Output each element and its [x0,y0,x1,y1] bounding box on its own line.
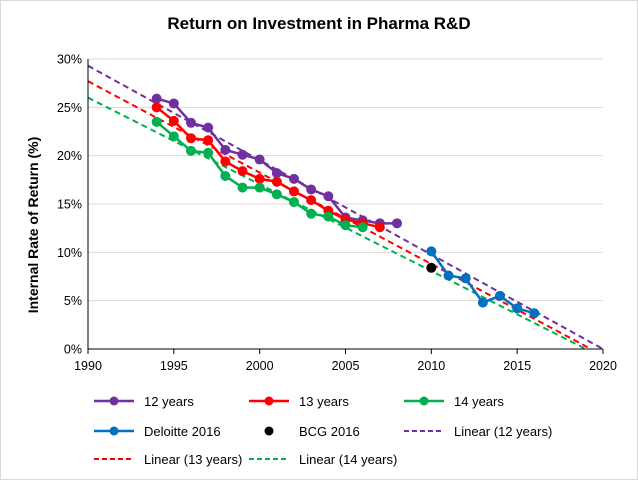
linear-14-years-line [87,96,587,350]
14-years-point [254,182,265,193]
14-years-point [289,197,299,208]
linear-12-years-line [87,64,604,350]
legend-swatch [94,396,134,406]
12-years-point [220,144,231,155]
y-tick-label: 25% [57,101,82,115]
chart-title: Return on Investment in Pharma R&D [167,14,471,33]
14-years-point [203,147,214,158]
y-tick-label: 15% [57,198,82,212]
12-years-line [156,97,397,225]
12-years-point [289,173,299,184]
14-years-point [357,222,368,233]
12-years-point [203,122,214,133]
x-tick-label: 2020 [589,359,617,373]
14-years-point [271,189,282,200]
legend-label: 12 years [144,393,194,409]
legend-item-deloitte-2016: Deloitte 2016 [92,422,221,440]
14-years-point [340,220,351,231]
13-years-point [289,186,299,197]
13-years-point [168,115,179,126]
13-years-point [186,133,196,144]
legend-swatch [249,458,289,460]
y-tick-label: 0% [64,343,82,357]
legend-swatch-marker [264,426,274,436]
legend-swatch [404,430,444,432]
12-years-point [186,117,196,128]
deloitte-2016-point [426,246,437,257]
y-tick-label: 5% [64,294,82,308]
14-years-point [151,116,162,127]
legend-item-12-years: 12 years [92,392,194,410]
14-years-point [306,208,317,219]
deloitte-2016-point [460,273,471,284]
deloitte-2016-point [512,303,523,314]
12-years-point [237,149,248,160]
13-years-point [203,135,214,146]
y-tick-label: 10% [57,246,82,260]
deloitte-2016-point [477,297,488,308]
14-years-point [168,131,179,142]
legend-swatch [264,426,274,436]
legend-item-linear-12-years: Linear (12 years) [402,422,552,440]
legend-label: BCG 2016 [299,423,360,439]
legend-item-14-years: 14 years [402,392,504,410]
legend-item-13-years: 13 years [247,392,349,410]
12-years-point [168,98,179,109]
deloitte-2016-point [495,290,505,301]
deloitte-2016-point [443,270,454,281]
13-years-point [151,102,162,113]
y-tick-label: 20% [57,149,82,163]
legend-label: Deloitte 2016 [144,423,221,439]
13-years-point [220,156,231,167]
legend-item-bcg-2016: BCG 2016 [247,422,360,440]
legend-label: Linear (13 years) [144,451,243,467]
tick-labels: 0% 5% 10% 15% 20% 25% 30% 1990 1995 2000 2005 2010 2… [57,53,617,374]
x-tick-label: 2010 [417,359,445,373]
12-years-point [151,93,162,104]
legend: 12 years 13 years 14 years Deloitte 2016 BCG… [92,392,612,472]
data-series [151,93,540,319]
12-years-point [306,184,317,195]
y-tick-label: 30% [57,53,82,67]
legend-item-linear-13-years: Linear (13 years) [92,450,242,468]
legend-label: 14 years [454,393,504,409]
bcg-2016-point [426,262,437,273]
12-years-point [254,154,265,165]
x-tick-label: 1990 [74,359,102,373]
x-tick-label: 2015 [503,359,531,373]
legend-swatch-marker [109,426,119,436]
12-years-point [323,191,334,202]
legend-label: Linear (12 years) [454,423,553,439]
14-years-point [186,145,196,156]
14-years-point [220,170,231,181]
14-years-point [323,211,334,222]
12-years-point [271,168,282,179]
13-years-point [374,222,385,233]
axes [87,59,604,354]
legend-swatch-marker [264,396,274,406]
13-years-point [271,176,282,187]
x-tick-label: 2000 [246,359,274,373]
legend-label: Linear (14 years) [299,451,398,467]
y-axis-title: Internal Rate of Return (%) [25,137,41,314]
legend-item-linear-14-years: Linear (14 years) [247,450,397,468]
legend-label: 13 years [299,393,349,409]
trendlines [87,64,604,350]
legend-swatch [94,426,134,436]
gridlines [88,58,603,302]
legend-swatch [404,396,444,406]
legend-swatch-marker [109,396,119,406]
12-years-point [392,218,402,229]
x-tick-label: 1995 [160,359,188,373]
legend-swatch [249,396,289,406]
14-years-point [237,182,248,193]
13-years-point [254,173,265,184]
x-tick-label: 2005 [332,359,360,373]
13-years-point [237,166,248,177]
deloitte-2016-point [529,308,540,319]
legend-swatch-marker [419,396,429,406]
13-years-point [306,195,317,206]
legend-swatch [94,458,134,460]
